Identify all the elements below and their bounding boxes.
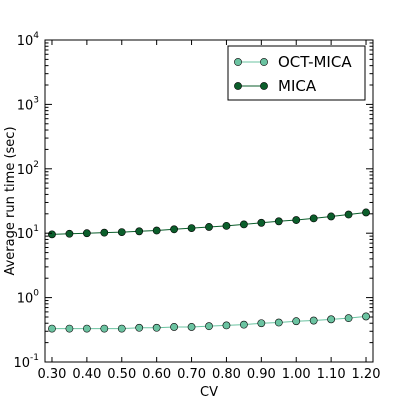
data-point: [222, 321, 231, 330]
data-point: [117, 228, 126, 237]
y-tick-label-exponent: 3: [33, 95, 39, 105]
x-tick-label: 0.70: [177, 367, 206, 382]
data-point: [274, 318, 283, 327]
y-tick-label: 101: [17, 224, 39, 242]
data-point: [362, 312, 370, 321]
data-point: [135, 323, 144, 332]
series-layer: [48, 208, 370, 333]
data-point: [135, 227, 144, 236]
x-tick-label: 0.60: [142, 367, 171, 382]
y-tick-label: 103: [17, 95, 39, 113]
legend-box: [227, 45, 366, 101]
data-point: [257, 218, 266, 227]
y-tick-label: 102: [17, 160, 39, 178]
data-point: [100, 228, 109, 237]
data-point: [222, 221, 231, 230]
data-point: [48, 230, 56, 239]
x-tick-label: 0.50: [107, 367, 136, 382]
data-point: [187, 323, 196, 331]
y-tick-label: 10-1: [13, 353, 39, 371]
y-tick-label-exponent: 4: [33, 31, 39, 41]
x-tick-label: 1.20: [352, 367, 381, 382]
data-point: [205, 322, 213, 331]
data-point: [82, 324, 91, 333]
x-tick-label: 0.80: [212, 367, 241, 382]
data-point: [117, 324, 126, 333]
data-point: [257, 319, 266, 328]
data-point: [187, 224, 196, 233]
legend-marker: [234, 82, 242, 90]
y-tick-label: 100: [17, 289, 40, 307]
y-tick-label-base: 10: [17, 98, 34, 113]
y-tick-label-exponent: -1: [30, 353, 39, 363]
y-tick-label-base: 10: [17, 227, 34, 242]
y-tick-label-base: 10: [17, 163, 34, 178]
y-tick-label-base: 10: [13, 356, 30, 371]
y-axis-label: Average run time (sec): [3, 126, 18, 275]
data-point: [152, 323, 161, 332]
x-tick-label: 0.90: [247, 367, 276, 382]
data-point: [65, 324, 74, 333]
data-point: [65, 229, 74, 238]
data-point: [292, 216, 301, 224]
x-tick-label: 1.10: [317, 367, 346, 382]
data-point: [327, 212, 336, 221]
data-point: [362, 208, 370, 217]
x-axis-label: CV: [200, 385, 218, 400]
data-point: [48, 324, 56, 333]
y-tick-label-exponent: 0: [33, 289, 39, 299]
data-point: [152, 226, 161, 235]
legend-marker: [260, 58, 268, 66]
data-point: [344, 210, 353, 219]
data-point: [309, 316, 318, 325]
legend-label: MICA: [278, 77, 317, 95]
y-tick-label-exponent: 1: [33, 224, 39, 234]
x-tick-label: 0.40: [72, 367, 101, 382]
data-point: [100, 324, 109, 333]
data-point: [309, 214, 318, 223]
legend: OCT-MICA MICA: [227, 45, 366, 101]
y-tick-label-base: 10: [17, 34, 34, 49]
legend-label: OCT-MICA: [278, 53, 352, 71]
data-point: [292, 317, 301, 326]
data-point: [170, 323, 179, 331]
legend-marker: [260, 82, 268, 90]
axes-layer: 0.30 0.40 0.50 0.60 0.70 0.80 0.90 1.00 1.10 1.20…: [13, 31, 380, 382]
data-point: [82, 229, 91, 238]
x-tick-label: 0.30: [38, 367, 67, 382]
legend-marker: [234, 58, 242, 66]
data-point: [205, 223, 213, 231]
y-tick-label-exponent: 2: [33, 160, 39, 170]
x-tick-label: 1.00: [282, 367, 311, 382]
data-point: [327, 315, 336, 324]
data-point: [170, 225, 179, 234]
data-point: [274, 217, 283, 226]
y-tick-label-base: 10: [17, 292, 34, 307]
data-point: [239, 220, 248, 229]
y-tick-label: 104: [17, 31, 40, 49]
data-point: [239, 320, 248, 329]
data-point: [344, 314, 353, 323]
